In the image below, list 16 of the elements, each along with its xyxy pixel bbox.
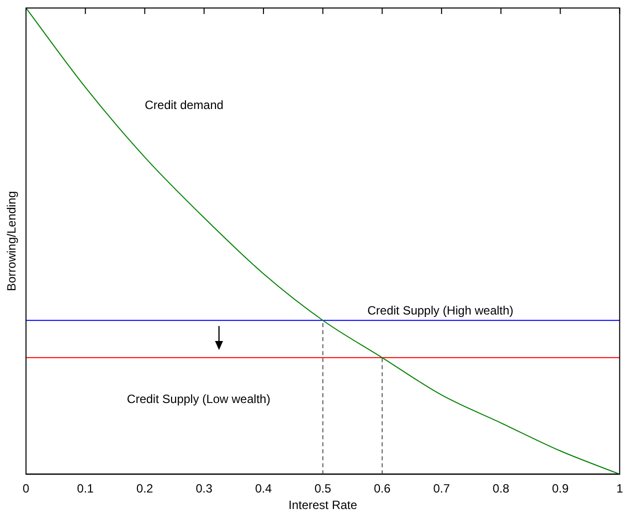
x-tick-label: 0.8 [492,482,510,496]
x-tick-label: 0 [22,482,30,496]
series-label: Credit Supply (High wealth) [367,303,514,318]
y-axis-title: Borrowing/Lending [4,191,18,292]
x-tick-label: 0.3 [196,482,213,496]
text: Credit Supply (Low wealth) [126,392,270,406]
x-tick-label: 0.4 [255,482,272,496]
x-tick-label: 1 [616,482,624,496]
text: Credit demand [144,98,224,112]
x-axis-title: Interest Rate [288,498,358,512]
x-tick-label: 0.5 [314,482,332,496]
x-tick-label: 0.7 [433,482,450,496]
x-tick-label: 0.6 [374,482,391,496]
x-tick-label: 0.1 [77,482,94,496]
x-tick-label: 0.2 [136,482,154,496]
x-tick-label: 0.9 [552,482,569,496]
